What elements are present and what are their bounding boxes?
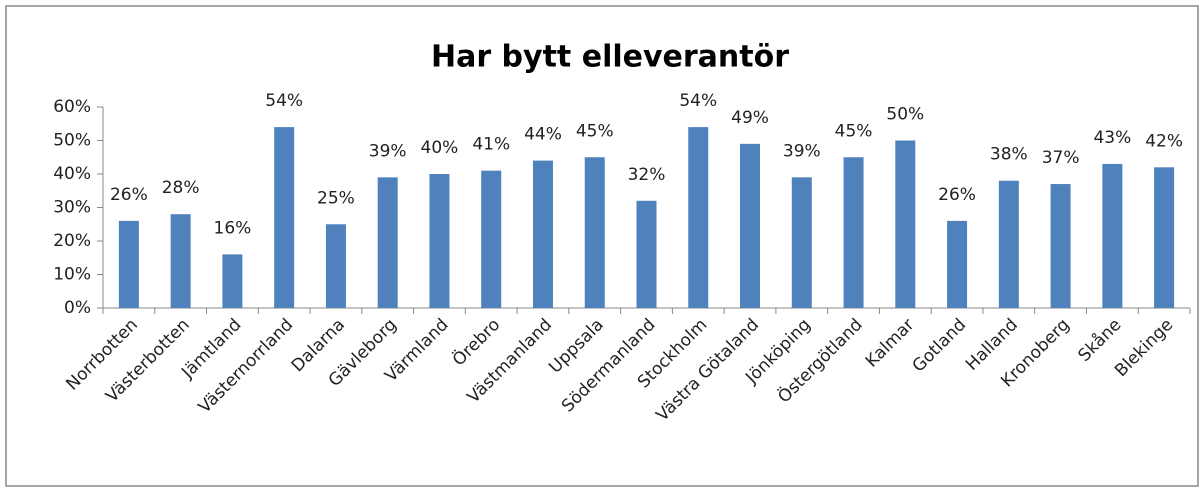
data-label: 42% bbox=[1145, 131, 1183, 151]
data-label: 45% bbox=[576, 121, 614, 141]
bar bbox=[584, 157, 605, 308]
bar bbox=[170, 214, 191, 308]
data-label: 39% bbox=[369, 141, 407, 161]
bar bbox=[274, 127, 295, 308]
data-label: 54% bbox=[679, 91, 717, 111]
bar bbox=[1050, 184, 1071, 308]
data-label: 43% bbox=[1093, 128, 1131, 148]
bar bbox=[481, 170, 502, 308]
bar bbox=[998, 180, 1019, 308]
data-label: 44% bbox=[524, 125, 562, 145]
data-label: 37% bbox=[1042, 148, 1080, 168]
y-tick-label: 60% bbox=[53, 97, 91, 117]
bar bbox=[118, 220, 139, 308]
data-label: 54% bbox=[265, 91, 303, 111]
data-label: 16% bbox=[214, 218, 252, 238]
data-label: 45% bbox=[835, 121, 873, 141]
bar bbox=[377, 177, 398, 308]
y-tick-label: 40% bbox=[53, 164, 91, 184]
y-tick-label: 50% bbox=[53, 131, 91, 151]
bar bbox=[791, 177, 812, 308]
bar bbox=[688, 127, 709, 308]
data-label: 26% bbox=[938, 185, 976, 205]
data-label: 32% bbox=[628, 165, 666, 185]
bar bbox=[740, 143, 761, 308]
bar bbox=[532, 160, 553, 308]
data-label: 49% bbox=[731, 108, 769, 128]
bar bbox=[947, 220, 968, 308]
bar bbox=[895, 140, 916, 308]
bar bbox=[636, 200, 657, 308]
y-tick-label: 20% bbox=[53, 231, 91, 251]
y-tick-label: 10% bbox=[53, 265, 91, 285]
bar bbox=[1154, 167, 1175, 308]
data-label: 39% bbox=[783, 141, 821, 161]
data-label: 50% bbox=[886, 105, 924, 125]
chart-title: Har bytt elleverantör bbox=[431, 40, 789, 75]
data-label: 26% bbox=[110, 185, 148, 205]
bar bbox=[222, 254, 243, 308]
y-tick-label: 30% bbox=[53, 198, 91, 218]
data-label: 38% bbox=[990, 145, 1028, 165]
bar bbox=[843, 157, 864, 308]
data-label: 41% bbox=[472, 135, 510, 155]
data-label: 28% bbox=[162, 178, 200, 198]
y-tick-label: 0% bbox=[64, 298, 91, 318]
data-label: 40% bbox=[421, 138, 459, 158]
bar bbox=[1102, 163, 1123, 308]
bar bbox=[325, 224, 346, 308]
bar bbox=[429, 174, 450, 308]
data-label: 25% bbox=[317, 188, 355, 208]
